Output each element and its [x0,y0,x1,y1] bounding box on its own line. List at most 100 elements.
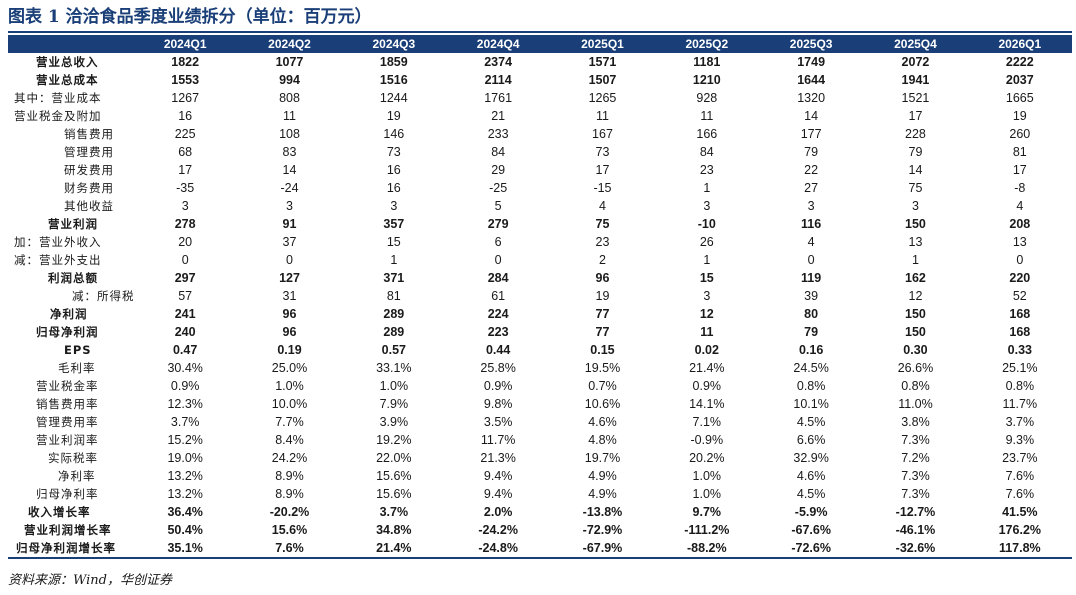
value-cell: 7.9% [379,397,409,411]
value-cell: 928 [696,91,718,105]
value-cell: 35.1% [133,539,238,559]
value-cell: 12.3% [167,397,203,411]
value-cell: 1 [703,181,711,195]
value-cell: 9.8% [483,397,513,411]
value-cell: 79 [804,325,819,339]
value-cell: 1210 [692,73,721,87]
value-cell: 4.5% [796,415,826,429]
value-cell: 13 [1012,235,1027,249]
value-cell: -32.6% [863,539,968,559]
table-row: 财务费用 -35 -24 16 -25 -15 1 27 75 -8 [8,179,1072,197]
table-row: 收入增长率 36.4% -20.2% 3.7% 2.0% -13.8% 9.7% -5.9% -… [8,503,1072,521]
value-cell: 79 [804,145,819,159]
value-cell: 23 [699,163,714,177]
value-cell: 1267 [171,91,200,105]
value-cell: 1822 [171,55,200,69]
value-cell: 1516 [379,73,408,87]
value-cell: 0.8% [796,379,826,393]
value-cell: 224 [487,307,509,321]
value-cell: 1644 [797,73,826,87]
row-label: 研发费用 [64,163,114,177]
value-cell: 32.9% [793,451,829,465]
value-cell: -8 [1014,181,1026,195]
header-cell-period: 2024Q2 [237,35,342,53]
value-cell: 19.0% [167,451,203,465]
value-cell: 228 [905,127,926,141]
row-label: 加：营业外收入 [14,235,102,249]
value-cell: 0.9% [692,379,722,393]
value-cell: 1 [390,253,398,267]
value-cell: 223 [487,325,509,339]
value-cell: 3 [703,289,711,303]
value-cell: -25 [489,181,508,195]
value-cell: 7.3% [901,469,930,483]
row-label: 营业税金率 [36,379,99,393]
value-cell: 1077 [275,55,304,69]
value-cell: 1761 [484,91,513,105]
value-cell: 0.57 [381,343,406,357]
value-cell: 25.0% [271,361,308,375]
value-cell: 1 [703,253,711,267]
value-cell: 17 [178,163,193,177]
value-cell: 11 [700,109,714,123]
value-cell: 2374 [484,55,513,69]
table-row: 营业税金率 0.9% 1.0% 1.0% 0.9% 0.7% 0.9% 0.8% 0.8% 0.8… [8,377,1072,395]
value-cell: 6 [494,235,502,249]
value-cell: 7.6% [1005,469,1035,483]
value-cell: 77 [595,325,610,339]
title-divider [8,31,1072,33]
value-cell: 25.8% [480,361,516,375]
value-cell: 6.6% [796,433,826,447]
value-cell: 14 [908,163,923,177]
value-cell: 240 [174,325,196,339]
value-cell: -72.6% [758,539,864,559]
value-cell: 1265 [588,91,617,105]
table-body: 营业总收入 1822 1077 1859 2374 1571 1181 1749 2072 222… [8,53,1072,559]
value-cell: 52 [1012,289,1027,303]
row-label: 营业利润增长率 [24,523,112,537]
table-row: 加：营业外收入 20 37 15 6 23 26 4 13 13 [8,233,1072,251]
value-cell: 0.30 [903,343,928,357]
row-label: 减：营业外支出 [14,253,102,267]
value-cell: 10.6% [584,397,621,411]
value-cell: 0 [181,253,189,267]
header-cell-corner [8,35,133,53]
header-cell-period: 2025Q2 [654,35,759,53]
value-cell: 0.33 [1007,343,1032,357]
value-cell: -88.2% [654,539,759,559]
table-row: 归母净利润 240 96 289 223 77 11 79 150 168 [8,323,1072,341]
row-label: 净利率 [58,469,96,483]
value-cell: 41.5% [1002,505,1038,519]
value-cell: 57 [178,289,193,303]
row-label: 营业利润率 [36,433,99,447]
value-cell: 19.2% [376,433,412,447]
value-cell: 4.6% [588,415,617,429]
value-cell: 4.9% [588,487,617,501]
value-cell: 26 [699,235,714,249]
value-cell: 15.6% [376,469,412,483]
value-cell: 16 [178,109,193,123]
header-cell-period: 2024Q4 [445,35,551,53]
value-cell: 7.2% [901,451,930,465]
value-cell: 15 [699,271,714,285]
table-row: 减：营业外支出 0 0 1 0 2 1 0 1 0 [8,251,1072,269]
value-cell: 20.2% [689,451,725,465]
value-cell: 8.9% [275,487,304,501]
table-row: 营业总收入 1822 1077 1859 2374 1571 1181 1749 2072 222… [8,53,1072,71]
table-row: 营业总成本 1553 994 1516 2114 1507 1210 1644 1941 2037 [8,71,1072,89]
table-row: 营业利润率 15.2% 8.4% 19.2% 11.7% 4.8% -0.9% 6.6% 7.3… [8,431,1072,449]
value-cell: 3 [181,199,189,213]
value-cell: 17 [908,109,923,123]
value-cell: -0.9% [690,433,724,447]
value-cell: 1507 [588,73,617,87]
value-cell: 1665 [1005,91,1034,105]
value-cell: -24.2% [478,523,518,537]
value-cell: 33.1% [376,361,412,375]
value-cell: 30.4% [167,361,203,375]
row-label: 其中：营业成本 [14,91,102,105]
value-cell: 0 [807,253,815,267]
value-cell: 0.47 [172,343,198,357]
value-cell: -67.6% [791,523,831,537]
row-label: 利润总额 [48,271,98,285]
